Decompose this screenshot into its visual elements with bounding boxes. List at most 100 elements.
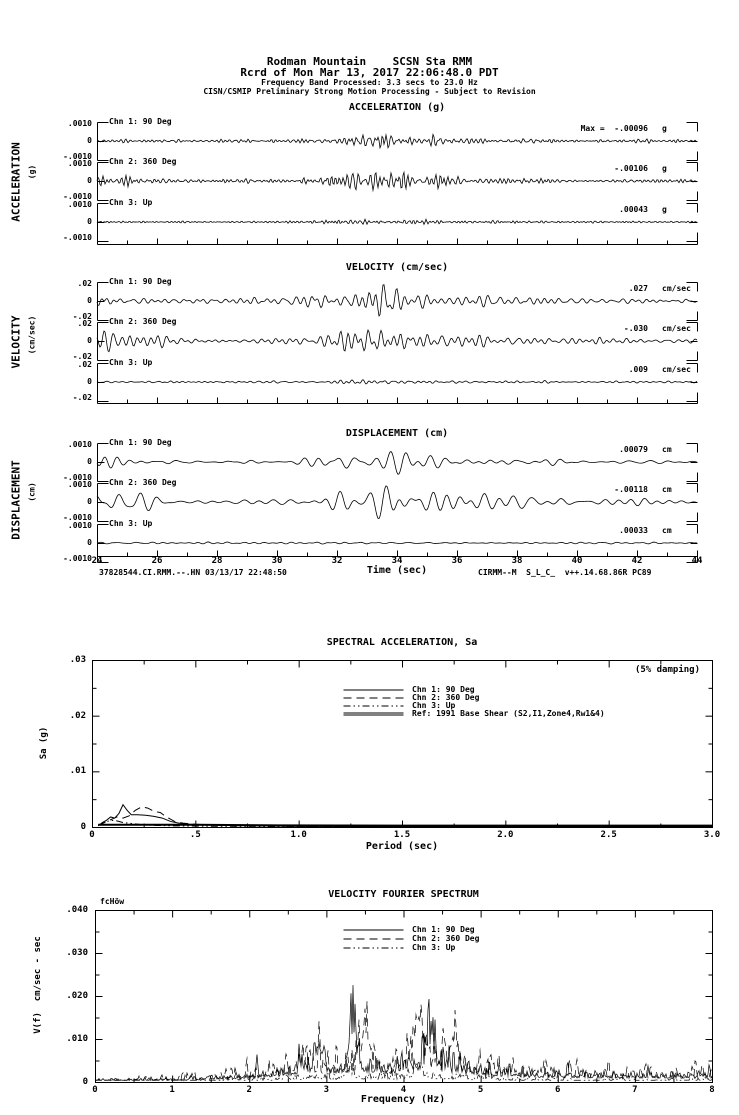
sa-legend-2: Chn 2: 360 Deg [412,693,480,702]
displacement-ch1-ytick-zero: 0 [87,457,92,466]
sa-ytick-3: 0 [80,822,86,832]
fourier-xtick-3: 3 [323,1085,330,1095]
displacement-ch2-ytick-top: .0010 [67,480,92,489]
sa-ytick-2: .01 [69,766,86,777]
acceleration-ch1-ytick-zero: 0 [87,136,92,145]
velocity-ch2-peak-units: cm/sec [662,324,691,333]
time-axis-tick-44: 44 [691,556,703,566]
fourier-ytick-0: .040 [66,905,88,915]
velocity-ch3-ytick-bottom: -.02 [72,393,92,402]
sa-xtick-6: 3.0 [703,830,721,840]
displacement-axis-label: DISPLACEMENT [9,460,23,540]
sa-ytick-1: .02 [69,710,86,721]
acceleration-ch2-peak-value: -.00106 [614,164,648,173]
velocity-ch1-ytick-top: .02 [77,279,92,288]
period-axis-label: Period (sec) [365,841,439,852]
processing-version-footer: CIRMM--M S_L_C_ v++.14.68.86R PC89 [478,568,652,577]
time-axis-tick-26: 26 [151,556,163,566]
sa-xtick-4: 2.0 [497,830,514,840]
fourier-ytick-2: .020 [66,991,88,1001]
velocity-ch1-ytick-zero: 0 [87,296,92,305]
acceleration-ch1-peak-units: g [662,124,667,133]
sa-xtick-1: .5 [189,830,201,840]
fourier-xtick-1: 1 [169,1085,175,1095]
time-axis-tick-36: 36 [451,556,463,566]
time-axis-label: Time (sec) [366,565,428,576]
velocity-ch2-ytick-bottom: -.02 [72,352,92,361]
velocity-ch3-label: Chn 3: Up [109,358,153,367]
displacement-ch2-ytick-bottom: -.0010 [63,513,92,522]
sa-xtick-3: 1.5 [393,830,411,840]
acceleration-axis-label: ACCELERATION [9,142,23,222]
velocity-ch1-ytick-bottom: -.02 [72,312,92,321]
sa-y-axis-label: Sa (g) [39,726,49,760]
sa-legend-3: Chn 3: Up [412,701,456,710]
fourier-ytick-1: .030 [66,948,88,958]
acceleration-ch3-label: Chn 3: Up [109,198,153,207]
displacement-ch2-peak-units: cm [662,485,672,494]
time-axis-tick-28: 28 [211,556,223,566]
displacement-ch2-label: Chn 2: 360 Deg [109,478,177,487]
displacement-ch2-ytick-zero: 0 [87,497,92,506]
time-axis-tick-34: 34 [391,556,403,566]
velocity-ch3-ytick-zero: 0 [87,377,92,386]
fourier-xtick-7: 7 [632,1085,638,1095]
velocity-ch2-label: Chn 2: 360 Deg [109,317,177,326]
time-axis-tick-32: 32 [331,556,343,566]
sa-xtick-2: 1.0 [290,830,307,840]
velocity-ch1-peak-units: cm/sec [662,284,691,293]
acceleration-ch2-peak-units: g [662,164,667,173]
velocity-section-title: VELOCITY (cm/sec) [345,262,449,273]
acceleration-ch2-ytick-top: .0010 [67,159,92,168]
sa-legend-4: Ref: 1991 Base Shear (S2,I1,Zone4,Rw1&4) [412,709,605,718]
acceleration-ch3-ytick-bottom: -.0010 [63,233,92,242]
acceleration-ch1-peak-value: Max = -.00096 [580,124,648,133]
velocity-ch1-label: Chn 1: 90 Deg [109,277,172,286]
fc-corner-note: fcHöw [100,897,125,906]
displacement-ch3-ytick-zero: 0 [87,538,92,547]
displacement-ch3-ytick-bottom: -.0010 [63,554,92,563]
displacement-ch1-ytick-top: .0010 [67,440,92,449]
velocity-ch3-ytick-top: .02 [77,360,92,369]
velocity-ch3-peak-units: cm/sec [662,365,691,374]
fourier-y-axis-label: V(f) cm/sec - sec [33,936,43,1034]
acceleration-ch2-ytick-zero: 0 [87,176,92,185]
velocity-axis-units: (cm/sec) [27,315,37,355]
fourier-ytick-3: .010 [66,1034,88,1044]
time-axis-tick-42: 42 [631,556,643,566]
sa-xtick-5: 2.5 [600,830,617,840]
sa-ytick-0: .03 [69,655,86,665]
fourier-chart-title: VELOCITY FOURIER SPECTRUM [328,889,479,900]
displacement-axis-units: (cm) [27,482,37,502]
sa-xtick-0: 0 [89,830,95,840]
acceleration-ch2-label: Chn 2: 360 Deg [109,157,177,166]
acceleration-ch3-peak-units: g [662,205,667,214]
displacement-ch3-ytick-top: .0010 [67,521,92,530]
fourier-legend-2: Chn 2: 360 Deg [412,934,480,943]
fourier-xtick-2: 2 [246,1085,252,1095]
displacement-ch3-peak-units: cm [662,526,672,535]
acceleration-section-title: ACCELERATION (g) [348,102,446,113]
velocity-ch1-peak-value: .027 [628,284,648,293]
displacement-section-title: DISPLACEMENT (cm) [345,428,449,439]
fourier-legend-1: Chn 1: 90 Deg [412,925,475,934]
acceleration-ch3-ytick-zero: 0 [87,217,92,226]
displacement-ch1-label: Chn 1: 90 Deg [109,438,172,447]
acceleration-ch3-peak-value: .00043 [619,205,648,214]
velocity-ch2-peak-value: -.030 [623,324,648,333]
frequency-axis-label: Frequency (Hz) [360,1094,446,1105]
sa-chart-title: SPECTRAL ACCELERATION, Sa [326,637,478,648]
time-axis-tick-24: 24 [91,556,103,566]
acceleration-ch1-label: Chn 1: 90 Deg [109,117,172,126]
velocity-ch2-ytick-top: .02 [77,319,92,328]
displacement-ch1-peak-value: .00079 [619,445,648,454]
displacement-ch3-label: Chn 3: Up [109,519,153,528]
displacement-ch1-ytick-bottom: -.0010 [63,473,92,482]
displacement-ch1-peak-units: cm [662,445,672,454]
velocity-axis-label: VELOCITY [9,315,23,369]
fourier-xtick-0: 0 [92,1085,98,1095]
processing-disclaimer: CISN/CSMIP Preliminary Strong Motion Pro… [203,87,536,96]
fourier-xtick-6: 6 [555,1085,561,1095]
record-datetime: Rcrd of Mon Mar 13, 2017 22:06:48.0 PDT [240,66,499,79]
